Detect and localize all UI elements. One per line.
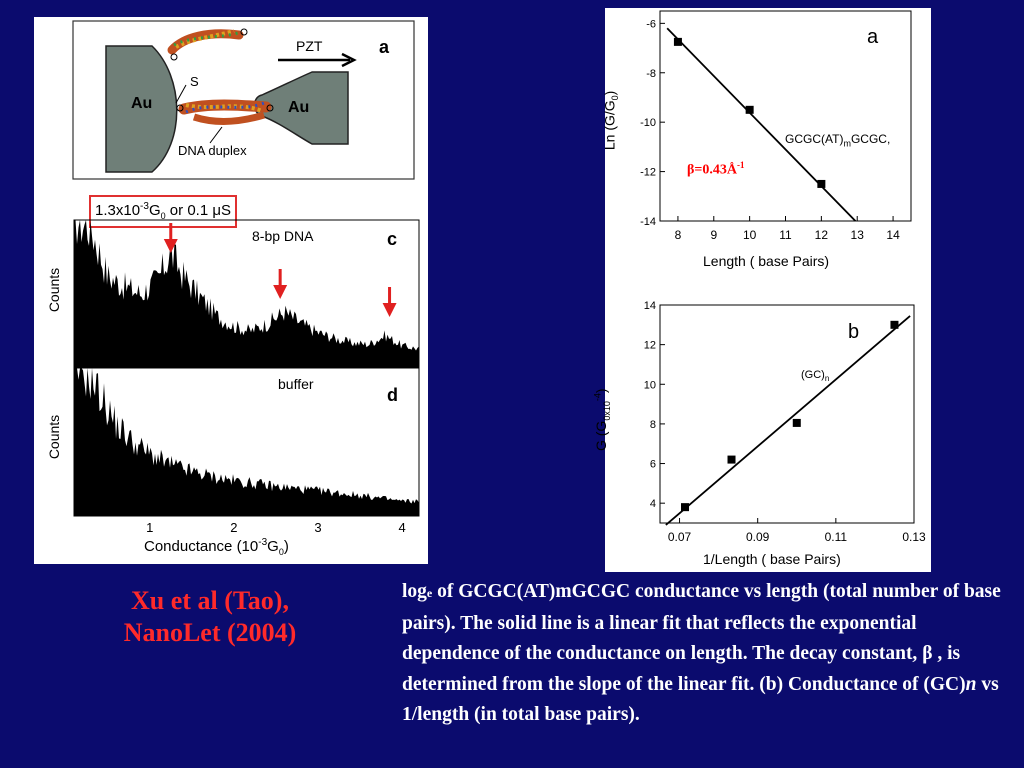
ln-conductance-vs-length-y-tick-label: -8 [646, 68, 656, 80]
plot-b-series-label: (GC)n [801, 369, 830, 384]
histogram-c-ylabel: Counts [46, 267, 63, 313]
citation: Xu et al (Tao), NanoLet (2004) [60, 585, 360, 649]
scatter-plots: 8 9 10 11 12 13 14-6-8-10-12-14 0.07 0.09 0.11 0.… [640, 10, 926, 544]
electrode-left-label: Au [131, 95, 153, 112]
plot-b-panel-letter: b [848, 321, 860, 343]
conductance-vs-inverse-length-y-tick-label: 4 [650, 498, 656, 510]
histogram-x-tick-label: 3 [314, 520, 321, 535]
conductance-vs-inverse-length-point [681, 503, 690, 512]
ln-conductance-vs-length-x-tick-label: 13 [851, 228, 865, 242]
conductance-vs-inverse-length-x-tick-label: 0.07 [668, 530, 692, 544]
histogram-x-tick-label: 2 [230, 520, 237, 535]
ln-conductance-vs-length-y-tick-label: -12 [640, 167, 656, 179]
s-label: S [190, 74, 199, 89]
ln-conductance-vs-length-x-tick-label: 10 [743, 228, 757, 242]
plot-b-ylabel: G (G0x10-4) [592, 388, 613, 452]
plot-a-marks: 8 9 10 11 12 13 14 -6 -8 -10 -12 -14 [640, 18, 900, 242]
plot-a-panel-letter: a [867, 26, 879, 48]
conductance-vs-inverse-length-y-tick-label: 10 [644, 379, 656, 391]
electrode-right-label: Au [288, 99, 310, 116]
histogram-d-panel-letter: d [387, 385, 398, 405]
conductance-vs-inverse-length-point [890, 320, 899, 329]
conductance-vs-inverse-length-x-tick-label: 0.11 [825, 530, 848, 544]
histogram-x-ticks: 1 2 3 4 [146, 511, 406, 535]
junction-schematic [72, 20, 415, 180]
plot-b-marks: 0.07 0.09 0.11 0.13 4 6 8 10 12 14 [644, 300, 926, 544]
plot-a-ylabel: Ln (G/G0) [601, 90, 621, 151]
peak-arrow-head [382, 303, 397, 317]
histogram-d-bars [74, 368, 419, 516]
dna-duplex-label: DNA duplex [178, 143, 247, 158]
histogram-d-area [74, 368, 419, 516]
ln-conductance-vs-length-y-tick-label: -14 [640, 216, 656, 228]
conductance-vs-inverse-length-y-tick-label: 14 [644, 300, 656, 312]
plot-a-series-label: GCGC(AT)mGCGC, [785, 132, 891, 149]
ln-conductance-vs-length-x-tick-label: 14 [886, 228, 900, 242]
peak-arrows [163, 223, 397, 317]
citation-line-2: NanoLet (2004) [123, 618, 297, 647]
ln-conductance-vs-length-y-tick-label: -6 [646, 18, 656, 30]
ln-conductance-vs-length-x-tick-label: 12 [815, 228, 829, 242]
peak-arrow-head [273, 285, 288, 299]
histogram-d-annotation: buffer [278, 376, 314, 392]
histogram-x-tick-label: 4 [399, 520, 406, 535]
plot-b-frame [659, 304, 915, 524]
figure-caption: loge of GCGC(AT)mGCGC conductance vs len… [402, 581, 1001, 725]
citation-line-1: Xu et al (Tao), [131, 586, 289, 615]
conductance-vs-inverse-length-y-tick-label: 12 [644, 340, 656, 352]
left-electrode [105, 45, 178, 173]
peak-arrow-head [163, 239, 178, 253]
ln-conductance-vs-length-x-tick-label: 9 [710, 228, 717, 242]
ln-conductance-vs-length-x-tick-label: 8 [675, 228, 682, 242]
ln-conductance-vs-length-point [673, 37, 682, 46]
dna-molecule-top [167, 28, 248, 61]
histogram-c-annotation: 8-bp DNA [252, 228, 314, 244]
conductance-vs-inverse-length-y-tick-label: 6 [650, 459, 656, 471]
conductance-histograms: 1 2 3 4 [73, 219, 420, 535]
left-figure-panel: Au Au S DNA duplex PZT a 1.3x10-3G0 or 0… [34, 17, 428, 564]
beta-label: β=0.43Å-1 [687, 160, 745, 178]
ln-conductance-vs-length-y-tick-label: -10 [640, 117, 656, 129]
histogram-c-bars [74, 220, 419, 368]
beta-symbol: β [922, 643, 933, 664]
dna-molecule-bottom [176, 99, 274, 125]
threshold-box: 1.3x10-3G0 or 0.1 μS [89, 195, 238, 228]
plot-a-xlabel: Length ( base Pairs) [703, 253, 830, 269]
conductance-vs-inverse-length-x-tick-label: 0.13 [902, 530, 926, 544]
histogram-c-area [74, 220, 419, 368]
conductance-vs-inverse-length-point [792, 418, 801, 427]
conductance-vs-inverse-length-point [727, 455, 736, 464]
ln-conductance-vs-length-point [745, 105, 754, 114]
histogram-d-ylabel: Counts [46, 414, 63, 460]
schematic-panel-letter: a [379, 37, 390, 57]
pzt-label: PZT [296, 38, 323, 54]
conductance-vs-inverse-length-y-tick-label: 8 [650, 419, 656, 431]
ln-conductance-vs-length-fit-line [666, 27, 857, 222]
ln-conductance-vs-length-x-tick-label: 11 [779, 228, 792, 242]
histogram-xlabel: Conductance (10-3G0) [144, 537, 289, 557]
conductance-vs-inverse-length-fit-line [665, 315, 911, 526]
plot-b-xlabel: 1/Length ( base Pairs) [703, 551, 841, 567]
conductance-vs-inverse-length-x-tick-label: 0.09 [746, 530, 770, 544]
histogram-x-tick-label: 1 [146, 520, 153, 535]
histogram-c-panel-letter: c [387, 229, 398, 249]
schematic-frame [72, 20, 415, 180]
right-figure-panel: 8 9 10 11 12 13 14 -6 -8 -10 -12 -14 0.07 0.09 0.11 0.… [593, 8, 931, 572]
ln-conductance-vs-length-point [817, 179, 826, 188]
